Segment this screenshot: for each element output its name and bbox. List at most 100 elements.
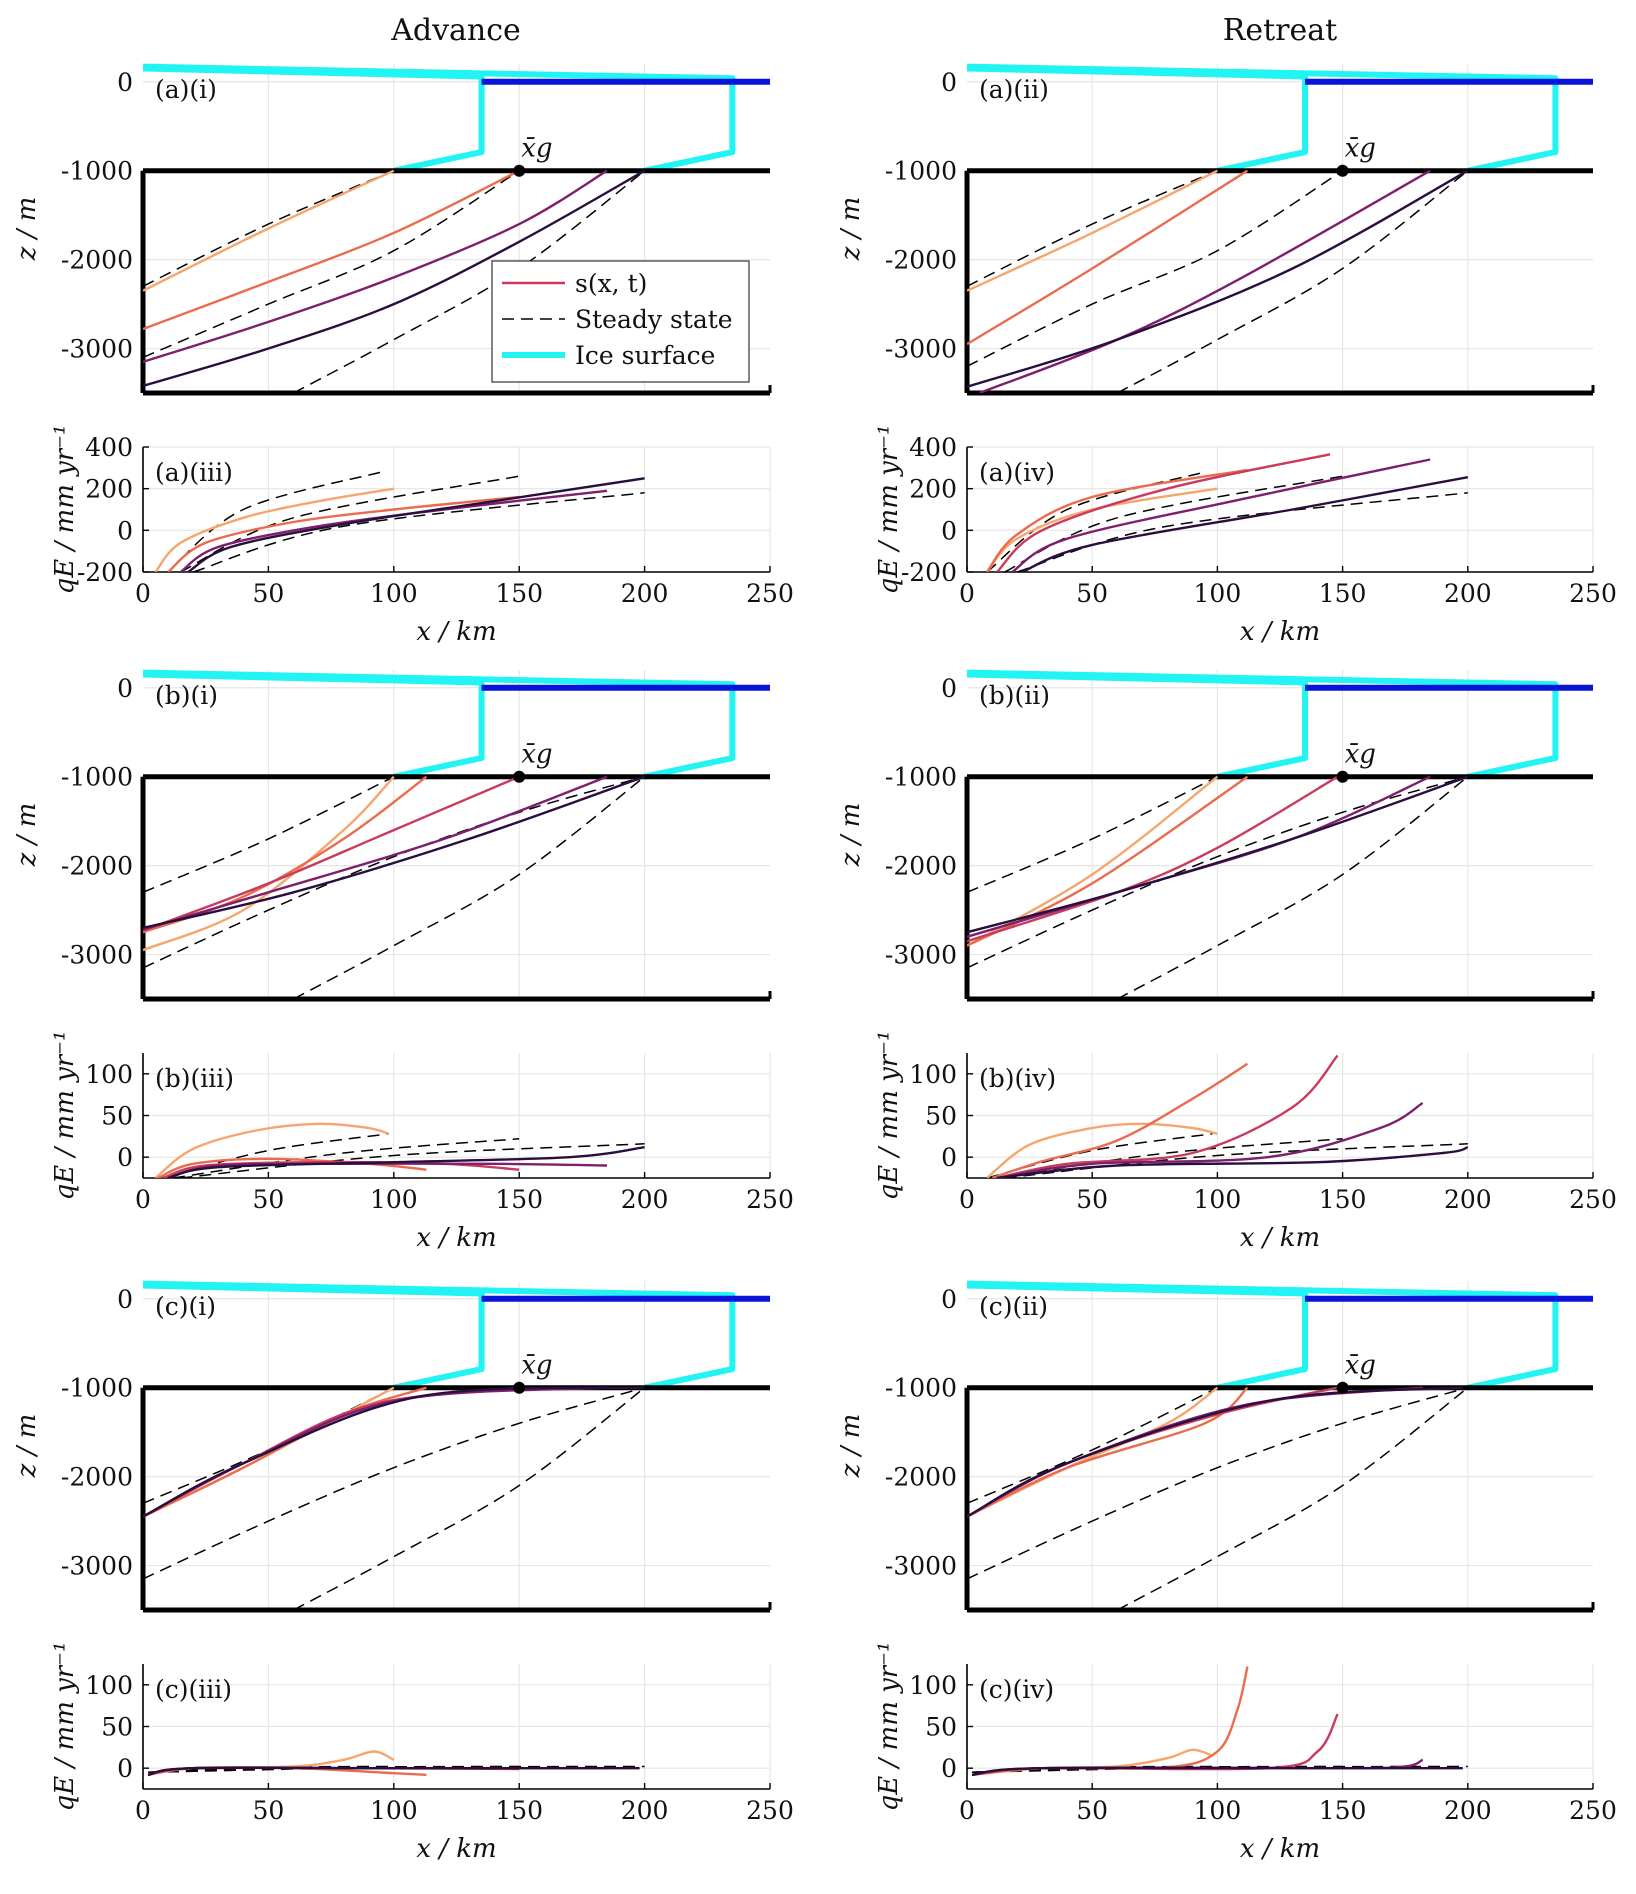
y-tick-label: 0 <box>117 674 133 703</box>
ice-surface-group <box>142 1280 736 1391</box>
legend: s(x, t) Steady state Ice surface <box>491 260 750 383</box>
steady-state-line <box>293 170 646 393</box>
steady-state-line <box>967 170 1218 287</box>
y-tick-label: 50 <box>101 1102 133 1131</box>
series-line <box>967 775 1219 947</box>
grounding-label: x̄g <box>1345 1351 1376 1381</box>
panel-a-ii: 0 -1000 -2000 -3000 z / m x̄g (a)(ii) <box>836 63 1595 396</box>
steady-state-line <box>143 776 395 893</box>
x-tick-label: 250 <box>746 1796 794 1825</box>
x-axis-label: x / km <box>416 617 496 647</box>
series-group <box>154 471 645 572</box>
series-line <box>143 775 395 952</box>
series-line <box>967 169 1249 346</box>
series-line <box>143 169 608 364</box>
steady-state-line <box>967 1387 1218 1504</box>
series-group <box>971 1666 1468 1776</box>
steady-state-line <box>143 775 645 969</box>
panel-a-i: 0 -1000 -2000 -3000 z / m x̄g (a)(i) <box>12 63 772 396</box>
y-axis-label: qE / mm yr⁻¹ <box>874 1031 904 1201</box>
series-line <box>179 489 608 572</box>
panel-label: (b)(iii) <box>155 1064 234 1093</box>
series-group <box>143 775 646 999</box>
y-tick-label: 400 <box>909 433 957 462</box>
y-tick-label: -3000 <box>61 335 133 364</box>
series-line <box>147 1766 640 1776</box>
steady-state-line <box>986 471 1206 572</box>
series-group <box>986 453 1469 572</box>
steady-state-line <box>180 1143 645 1178</box>
y-tick-label: 50 <box>101 1713 133 1742</box>
panel-b-iii: 0 50 100 150 200 250 x / km 100 50 0 qE / mm yr⁻¹ (… <box>50 1031 794 1253</box>
y-axis-label: qE / mm yr⁻¹ <box>874 425 904 595</box>
series-line <box>143 169 520 331</box>
x-axis-label: x / km <box>1240 617 1320 647</box>
y-tick-label: 0 <box>117 68 133 97</box>
series-line <box>986 468 1248 572</box>
series-line <box>1011 458 1431 572</box>
panel-label: (b)(ii) <box>979 681 1050 710</box>
series-line <box>143 775 428 934</box>
steady-state-line <box>143 170 395 287</box>
x-tick-label: 200 <box>1444 1185 1492 1214</box>
panel-b-ii: 0 -1000 -2000 -3000 z / m x̄g (b)(ii) <box>836 669 1595 1002</box>
y-tick-label: 0 <box>117 516 133 545</box>
y-axis-label: qE / mm yr⁻¹ <box>50 425 80 595</box>
series-line <box>967 1386 1463 1518</box>
series-group <box>967 169 1469 393</box>
grounding-label: x̄g <box>521 740 552 770</box>
x-tick-label: 50 <box>252 579 284 608</box>
series-line <box>967 169 1469 388</box>
panel-label: (a)(ii) <box>979 75 1049 104</box>
series-line <box>996 453 1331 572</box>
steady-state-line <box>971 1765 1468 1774</box>
x-tick-label: 50 <box>1076 579 1108 608</box>
y-axis-label: qE / mm yr⁻¹ <box>874 1642 904 1812</box>
y-axis-label: z / m <box>836 803 866 868</box>
y-tick-label: -3000 <box>61 941 133 970</box>
steady-state-line <box>967 775 1469 969</box>
steady-state-line <box>967 170 1344 367</box>
panel-label: (c)(i) <box>155 1292 216 1321</box>
x-tick-label: 150 <box>495 1796 543 1825</box>
steady-state-line <box>143 1386 645 1580</box>
y-tick-label: 0 <box>941 674 957 703</box>
steady-state-line <box>147 1765 645 1774</box>
y-tick-label: -3000 <box>885 335 957 364</box>
ice-surface-long <box>966 1280 1559 1391</box>
x-tick-label: 0 <box>959 1796 975 1825</box>
y-tick-label: 200 <box>909 475 957 504</box>
series-line <box>167 495 520 572</box>
series-line <box>967 1386 1249 1518</box>
panel-label: (b)(i) <box>155 681 218 710</box>
series-line <box>996 1146 1469 1178</box>
steady-state-line <box>1004 475 1343 572</box>
x-tick-label: 200 <box>621 1796 669 1825</box>
y-tick-label: -2000 <box>61 1463 133 1492</box>
ice-surface-long <box>966 63 1559 174</box>
x-tick-label: 150 <box>495 579 543 608</box>
x-tick-label: 100 <box>1194 1796 1242 1825</box>
y-tick-label: 100 <box>85 1671 133 1700</box>
series-line <box>967 169 1218 292</box>
grounding-marker <box>513 164 526 177</box>
series-line <box>143 1386 520 1518</box>
y-tick-label: 0 <box>117 1754 133 1783</box>
y-axis-label: z / m <box>836 1414 866 1479</box>
panel-b-i: 0 -1000 -2000 -3000 z / m x̄g (b)(i) <box>12 669 772 1002</box>
ice-surface-long <box>142 1280 736 1391</box>
series-line <box>996 1054 1339 1178</box>
x-tick-label: 150 <box>1319 579 1367 608</box>
y-tick-label: -1000 <box>61 1374 133 1403</box>
grounding-label: x̄g <box>1345 134 1376 164</box>
steady-state-line <box>293 1387 646 1610</box>
panel-label: (c)(iv) <box>979 1675 1054 1704</box>
y-axis-label: z / m <box>12 803 42 868</box>
x-axis-label: x / km <box>416 1834 496 1864</box>
legend-box <box>491 260 750 383</box>
column-title-retreat: Retreat <box>1223 13 1337 48</box>
legend-label-steady: Steady state <box>575 305 733 334</box>
series-line <box>979 169 1431 393</box>
ice-surface-long <box>142 669 736 780</box>
